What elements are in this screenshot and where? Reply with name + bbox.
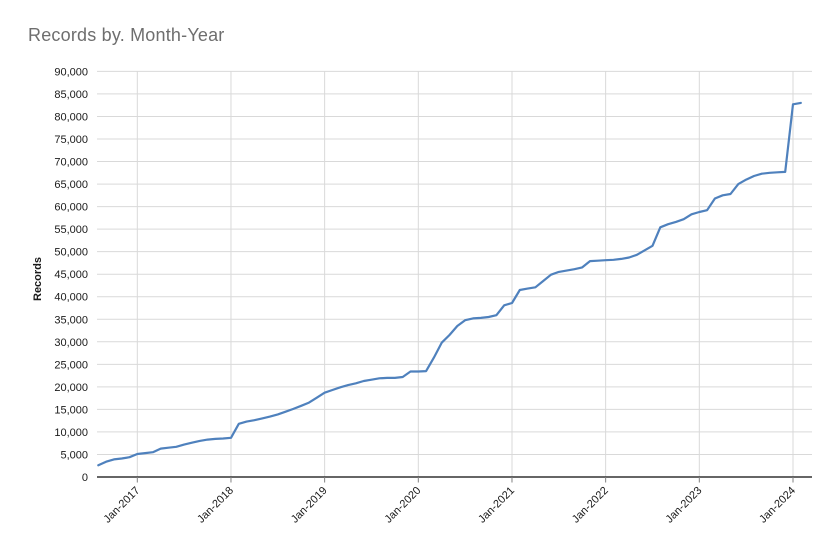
x-tick-label: Jan-2018 (195, 485, 236, 526)
x-tick-label: Jan-2019 (289, 485, 330, 526)
records-series (97, 101, 802, 467)
x-tick-label: Jan-2017 (101, 485, 142, 526)
y-tick-label: 15,000 (54, 404, 88, 416)
x-tick-label: Jan-2023 (664, 485, 705, 526)
series-line (97, 101, 802, 467)
y-tick-label: 60,000 (54, 202, 88, 214)
vertical-gridlines (136, 71, 794, 477)
x-tick-label: Jan-2022 (570, 485, 611, 526)
y-tick-label: 55,000 (54, 224, 88, 236)
y-tick-label: 25,000 (54, 359, 88, 371)
y-tick-label: 65,000 (54, 179, 88, 191)
x-tick-label: Jan-2021 (476, 485, 517, 526)
y-tick-label: 0 (82, 472, 88, 484)
x-tick-label: Jan-2020 (383, 485, 424, 526)
y-tick-label: 10,000 (54, 427, 88, 439)
x-axis-tick-marks (136, 477, 794, 483)
y-tick-label: 50,000 (54, 247, 88, 259)
y-tick-label: 20,000 (54, 382, 88, 394)
y-tick-label: 70,000 (54, 157, 88, 169)
x-axis-tick-labels: Jan-2017 Jan-2018 Jan-2019 Jan-2020 Jan-2021… (101, 485, 798, 526)
chart-title: Records by. Month-Year (28, 25, 225, 45)
y-tick-label: 90,000 (54, 66, 88, 78)
y-tick-label: 5,000 (60, 449, 88, 461)
y-axis-tick-labels: 0 5,000 10,000 15,000 20,000 25,000 30,000 35,0… (54, 66, 88, 484)
y-tick-label: 40,000 (54, 292, 88, 304)
x-tick-label: Jan-2024 (757, 485, 798, 526)
y-tick-label: 45,000 (54, 269, 88, 281)
horizontal-gridlines (97, 70, 812, 455)
y-tick-label: 85,000 (54, 89, 88, 101)
y-tick-label: 75,000 (54, 134, 88, 146)
y-tick-label: 35,000 (54, 314, 88, 326)
y-tick-label: 30,000 (54, 337, 88, 349)
y-axis-title: Records (32, 256, 45, 301)
y-tick-label: 80,000 (54, 111, 88, 123)
